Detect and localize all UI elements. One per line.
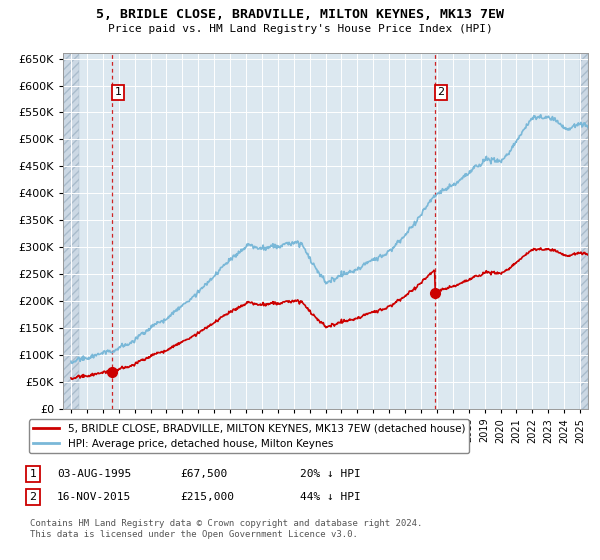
Text: £67,500: £67,500 — [180, 469, 227, 479]
Legend: 5, BRIDLE CLOSE, BRADVILLE, MILTON KEYNES, MK13 7EW (detached house), HPI: Avera: 5, BRIDLE CLOSE, BRADVILLE, MILTON KEYNE… — [29, 419, 469, 453]
Text: 1: 1 — [115, 87, 121, 97]
Text: £215,000: £215,000 — [180, 492, 234, 502]
Text: 2: 2 — [437, 87, 445, 97]
Text: Contains HM Land Registry data © Crown copyright and database right 2024.
This d: Contains HM Land Registry data © Crown c… — [30, 520, 422, 539]
Text: 1: 1 — [29, 469, 37, 479]
Text: 44% ↓ HPI: 44% ↓ HPI — [300, 492, 361, 502]
Bar — [580, 53, 588, 409]
Text: 5, BRIDLE CLOSE, BRADVILLE, MILTON KEYNES, MK13 7EW: 5, BRIDLE CLOSE, BRADVILLE, MILTON KEYNE… — [96, 8, 504, 21]
Text: 20% ↓ HPI: 20% ↓ HPI — [300, 469, 361, 479]
Bar — [63, 53, 79, 409]
Text: Price paid vs. HM Land Registry's House Price Index (HPI): Price paid vs. HM Land Registry's House … — [107, 24, 493, 34]
Text: 16-NOV-2015: 16-NOV-2015 — [57, 492, 131, 502]
Text: 03-AUG-1995: 03-AUG-1995 — [57, 469, 131, 479]
Text: 2: 2 — [29, 492, 37, 502]
